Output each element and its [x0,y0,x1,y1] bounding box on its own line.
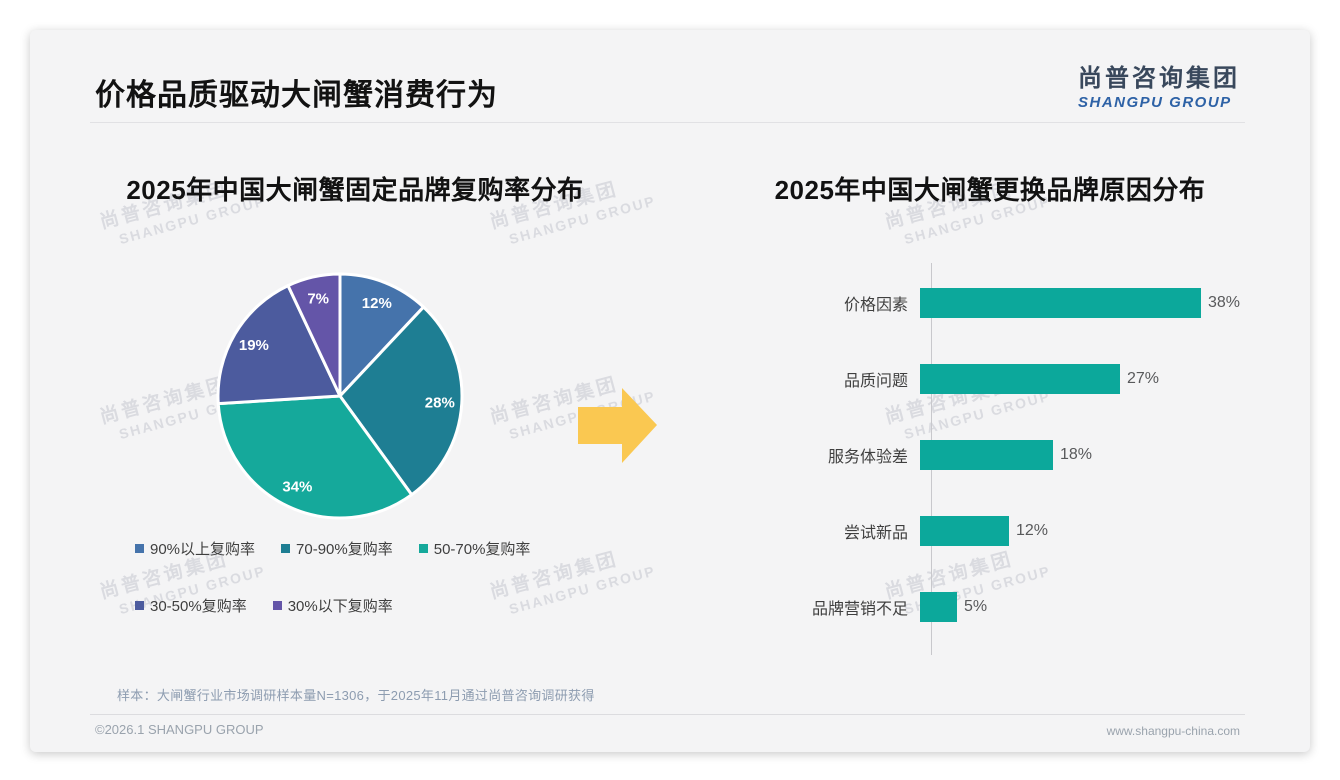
legend-swatch-icon [281,544,291,553]
bar [920,592,957,622]
legend-item: 30%以下复购率 [272,595,393,616]
right-arrow-icon [578,388,657,463]
legend-label: 90%以上复购率 [150,541,256,558]
logo-chinese-text: 尚普咨询集团 [1078,65,1240,92]
footer-website: www.shangpu-china.com [1106,724,1240,738]
bar-value-label: 27% [1127,370,1160,387]
bar-track: 38% [920,288,1280,318]
bar-category-label: 品质问题 [843,373,908,390]
legend-item: 30-50%复购率 [135,595,247,616]
company-logo: 尚普咨询集团 SHANGPU GROUP [1078,58,1240,111]
bar-category-label: 价格因素 [843,297,908,314]
bar-category-label: 尝试新品 [843,525,908,542]
legend-swatch-icon [135,601,144,610]
legend-swatch-icon [272,601,282,610]
legend-row: 90%以上复购率 70-90%复购率 50-70%复购率 [135,538,615,559]
legend-row: 30-50%复购率 30%以下复购率 [135,595,615,616]
bar-track: 12% [920,516,1280,546]
legend-item: 70-90%复购率 [281,538,393,559]
bar [920,364,1120,394]
bar-track: 27% [920,364,1280,394]
pie-chart: 12% 28% 34% 19% 7% [216,272,464,520]
legend-swatch-icon [135,544,144,553]
pie-legend: 90%以上复购率 70-90%复购率 50-70%复购率 30-50%复购率 30%以下… [135,538,615,616]
bar-chart-title: 2025年中国大闸蟹更换品牌原因分布 [774,175,1206,205]
legend-item: 90%以上复购率 [135,538,255,559]
title-divider [90,122,1245,123]
pie-slice [286,272,342,398]
pie-data-label: 12% [362,295,392,312]
legend-label: 30-50%复购率 [150,598,247,615]
bar-chart: 价格因素 38% 品质问题 27% 服务体验差 18% 尝试新品 12% 品牌营销不足 5% [788,263,1280,655]
bar-row: 尝试新品 12% [788,493,1280,569]
bar-track: 5% [920,592,1280,622]
pie-slice [216,394,414,520]
footer-copyright: ©2026.1 SHANGPU GROUP [95,722,264,737]
pie-data-label: 34% [282,479,312,496]
bar-row: 品质问题 27% [788,341,1280,417]
bar-value-label: 38% [1208,294,1241,311]
bar-value-label: 18% [1060,446,1093,463]
bar-value-label: 12% [1016,522,1049,539]
bar-value-label: 5% [964,598,988,615]
legend-swatch-icon [418,544,428,553]
pie-chart-title: 2025年中国大闸蟹固定品牌复购率分布 [126,175,584,205]
pie-data-label: 28% [425,394,455,411]
page-title: 价格品质驱动大闸蟹消费行为 [95,79,498,112]
bar-track: 18% [920,440,1280,470]
pie-data-label: 19% [239,337,269,354]
sample-note: 样本：大闸蟹行业市场调研样本量N=1306，于2025年11月通过尚普咨询调研获… [117,688,595,703]
bar [920,440,1053,470]
bar-rows: 价格因素 38% 品质问题 27% 服务体验差 18% 尝试新品 12% 品牌营销不足 5% [788,265,1280,645]
legend-item: 50-70%复购率 [418,538,531,559]
logo-english-text: SHANGPU GROUP [1078,94,1232,111]
bar-row: 服务体验差 18% [788,417,1280,493]
bar-row: 价格因素 38% [788,265,1280,341]
pie-data-label: 7% [307,290,329,307]
bar-category-label: 服务体验差 [827,449,908,466]
bar-row: 品牌营销不足 5% [788,569,1280,645]
bar-category-label: 品牌营销不足 [811,601,908,618]
slide-card: 尚普咨询集团 SHANGPU GROUP 尚普咨询集团 SHANGPU GROUP 尚普… [30,30,1310,752]
legend-label: 50-70%复购率 [433,541,531,558]
pie-slice [338,305,464,497]
legend-label: 30%以下复购率 [287,598,393,615]
bar [920,516,1009,546]
pie-slice [216,284,342,406]
legend-label: 70-90%复购率 [296,541,393,558]
footer-divider [90,714,1245,715]
bar [920,288,1201,318]
pie-slice [338,272,426,398]
